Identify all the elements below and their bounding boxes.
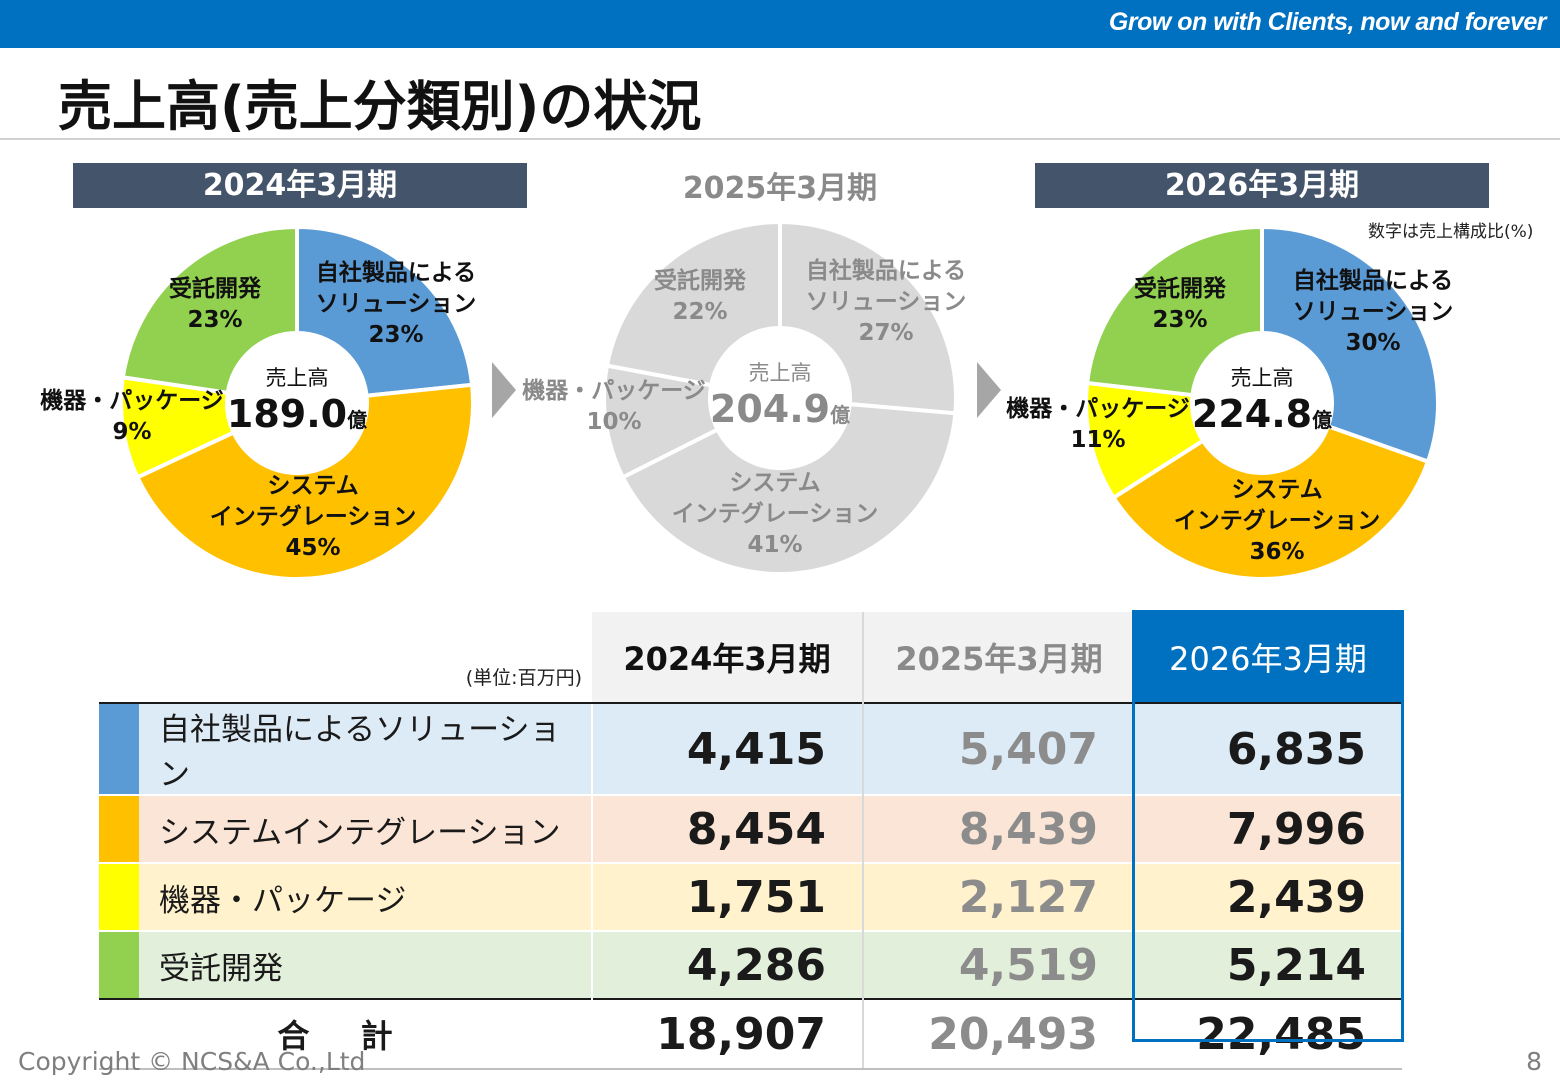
center-label: 売上高	[266, 366, 329, 390]
slice-label: 自社製品によるソリューション 30%	[1293, 267, 1454, 356]
value-cell: 4,519	[862, 930, 1134, 999]
slice-label: 機器・パッケージ 10%	[522, 378, 706, 435]
value-cell: 4,286	[591, 930, 863, 999]
slice-label: システムインテグレーション 36%	[1174, 477, 1381, 565]
copyright: Copyright © NCS&A Co.,Ltd	[18, 1047, 366, 1076]
total-2025: 20,493	[862, 998, 1134, 1070]
value-cell: 2,439	[1134, 862, 1402, 931]
category-label: システムインテグレーション	[139, 794, 592, 863]
donut-slice	[778, 219, 958, 416]
sales-table: (単位:百万円) 2024年3月期 2025年3月期 2026年3月期 自社製品…	[99, 612, 1402, 1070]
unit-label: (単位:百万円)	[465, 667, 582, 689]
category-swatch	[99, 862, 139, 931]
period-header-2024: 2024年3月期	[73, 163, 527, 208]
slice-label: 受託開発 23%	[169, 275, 262, 333]
slice-label: 機器・パッケージ 9%	[40, 388, 224, 445]
page-number: 8	[1526, 1047, 1542, 1076]
total-label: 合 計	[99, 998, 592, 1070]
title-divider	[0, 138, 1560, 140]
value-cell: 5,407	[862, 702, 1134, 795]
donut-slice	[1260, 224, 1440, 465]
arrow-right-icon	[977, 362, 1001, 418]
tagline: Grow on with Clients, now and forever	[1108, 8, 1547, 36]
category-swatch	[99, 794, 139, 863]
donut-slice	[134, 382, 475, 581]
value-cell: 8,454	[591, 794, 863, 863]
category-label: 受託開発	[139, 930, 592, 999]
center-label: 売上高	[1231, 366, 1294, 390]
column-header-2025: 2025年3月期	[862, 612, 1134, 703]
donut-slice	[295, 224, 475, 398]
center-value: 224.8億	[1192, 392, 1332, 436]
page-title: 売上高(売上分類別)の状況	[58, 75, 702, 138]
slice-label: 受託開発 23%	[1134, 275, 1227, 333]
category-label: 機器・パッケージ	[139, 862, 592, 931]
category-swatch	[99, 930, 139, 999]
period-header-2025: 2025年3月期	[682, 171, 878, 206]
total-2026: 22,485	[1134, 998, 1402, 1070]
slice-label: 受託開発 22%	[654, 267, 747, 325]
donut-chart-2025: 自社製品によるソリューション 27% システムインテグレーション 41% 機器・パッケー…	[522, 219, 966, 576]
category-label: 自社製品によるソリューション	[139, 702, 592, 795]
composition-note: 数字は売上構成比(%)	[1368, 222, 1534, 242]
donut-chart-2024: 自社製品によるソリューション 23% システムインテグレーション 45% 機器・パッケー…	[40, 224, 476, 581]
table-row: 自社製品によるソリューション 4,415 5,407 6,835	[99, 702, 1402, 795]
value-cell: 6,835	[1134, 702, 1402, 795]
value-cell: 7,996	[1134, 794, 1402, 863]
slice-label: 機器・パッケージ 11%	[1006, 396, 1190, 453]
table-row: システムインテグレーション 8,454 8,439 7,996	[99, 794, 1402, 863]
slice-label: 自社製品によるソリューション 23%	[316, 259, 477, 348]
value-cell: 5,214	[1134, 930, 1402, 999]
period-header-2026: 2026年3月期	[1035, 163, 1489, 208]
slice-label: システムインテグレーション 45%	[210, 473, 417, 561]
slice-label: システムインテグレーション 41%	[672, 470, 879, 558]
center-value: 204.9億	[710, 387, 850, 431]
donut-slice	[1084, 224, 1264, 398]
donut-slice	[120, 224, 299, 396]
slice-label: 自社製品によるソリューション 27%	[806, 257, 967, 346]
column-header-2024: 2024年3月期	[592, 612, 863, 703]
table-row: 受託開発 4,286 4,519 5,214	[99, 930, 1402, 999]
value-cell: 2,127	[862, 862, 1134, 931]
center-label: 売上高	[749, 361, 812, 385]
donut-chart-2026: 自社製品によるソリューション 30% システムインテグレーション 36% 機器・パッケー…	[1006, 224, 1453, 581]
table-row: 機器・パッケージ 1,751 2,127 2,439	[99, 862, 1402, 931]
total-2024: 18,907	[591, 998, 863, 1070]
center-value: 189.0億	[227, 392, 367, 436]
category-swatch	[99, 702, 139, 795]
value-cell: 8,439	[862, 794, 1134, 863]
donut-slice	[604, 219, 782, 388]
top-banner: Grow on with Clients, now and forever	[0, 0, 1560, 48]
total-row: 合 計 18,907 20,493 22,485	[99, 998, 1402, 1070]
donut-slice	[1110, 423, 1431, 581]
arrow-right-icon	[492, 362, 516, 418]
column-header-2026: 2026年3月期	[1134, 612, 1402, 703]
value-cell: 4,415	[591, 702, 863, 795]
donut-slice	[620, 401, 958, 576]
value-cell: 1,751	[591, 862, 863, 931]
table-header-row: (単位:百万円) 2024年3月期 2025年3月期 2026年3月期	[99, 612, 1402, 703]
